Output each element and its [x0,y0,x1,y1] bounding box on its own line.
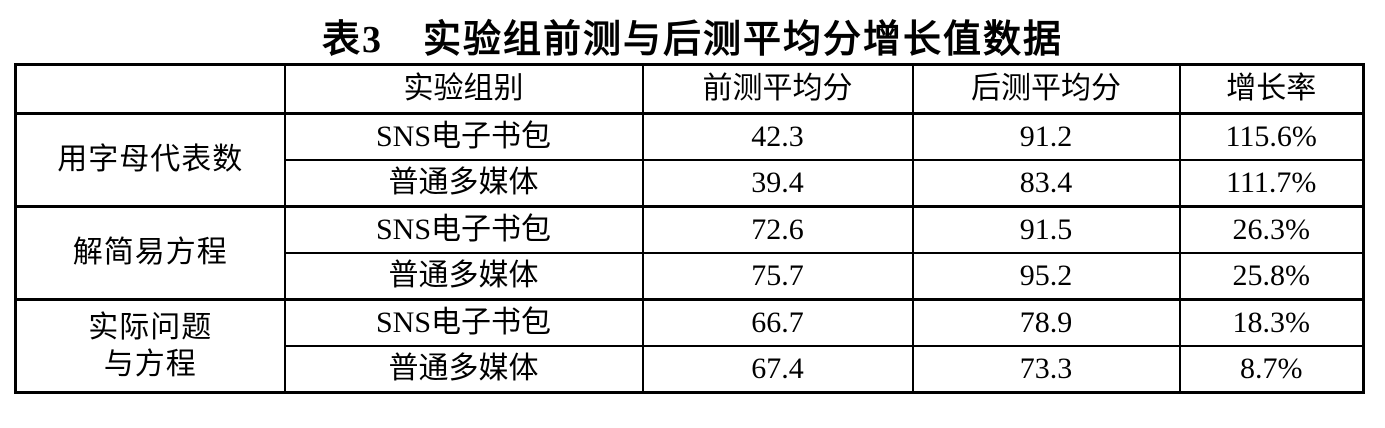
header-cell-row-label [14,63,286,115]
group-label-cell: 用字母代表数 [14,112,286,208]
cell-pretest: 75.7 [641,252,914,301]
cell-group-type: 普通多媒体 [283,159,644,208]
table-row: 普通多媒体 75.7 95.2 25.8% [16,252,1365,301]
cell-group-type: SNS电子书包 [283,112,644,161]
header-cell-group: 实验组别 [283,63,644,115]
header-cell-posttest: 后测平均分 [911,63,1181,115]
table-row: 解简易方程 SNS电子书包 72.6 91.5 26.3% [14,205,1365,301]
group-label-line: 与方程 [103,348,197,381]
group-label-line: 实际问题 [88,310,213,344]
cell-growth: 25.8% [1178,252,1365,301]
cell-growth: 115.6% [1178,112,1365,161]
cell-growth: 8.7% [1178,345,1365,394]
header-cell-pretest: 前测平均分 [641,63,914,115]
cell-group-type: 普通多媒体 [283,252,644,301]
data-table: 实验组别 前测平均分 后测平均分 增长率 用字母代表数 SNS电子书包 42.3… [14,63,1365,394]
group-label-cell: 实际问题 与方程 [14,298,286,394]
group-label-cell: 解简易方程 [14,205,286,301]
cell-posttest: 95.2 [911,252,1181,301]
cell-group-type: 普通多媒体 [283,345,644,394]
cell-posttest: 91.2 [911,112,1181,161]
cell-growth: 26.3% [1178,205,1365,254]
group-label-line: 解简易方程 [72,236,228,270]
cell-pretest: 39.4 [641,159,914,208]
cell-group-type: SNS电子书包 [283,205,644,254]
cell-posttest: 83.4 [911,159,1181,208]
cell-pretest: 42.3 [641,112,914,161]
cell-posttest: 78.9 [911,298,1181,347]
cell-pretest: 72.6 [641,205,914,254]
cell-posttest: 91.5 [911,205,1181,254]
table-row: 用字母代表数 SNS电子书包 42.3 91.2 115.6% [14,112,1365,208]
cell-growth: 18.3% [1178,298,1365,347]
table-row: 普通多媒体 39.4 83.4 111.7% [16,159,1365,208]
cell-pretest: 67.4 [641,345,914,394]
table-title: 表3 实验组前测与后测平均分增长值数据 [321,19,1063,61]
cell-group-type: SNS电子书包 [283,298,644,347]
group-label-line: 用字母代表数 [57,143,244,177]
cell-pretest: 66.7 [641,298,914,347]
header-row: 实验组别 前测平均分 后测平均分 增长率 [14,63,1365,115]
table-row: 普通多媒体 67.4 73.3 8.7% [16,345,1365,394]
header-cell-growth: 增长率 [1178,63,1365,115]
cell-posttest: 73.3 [911,345,1181,394]
table-row: 实际问题 与方程 SNS电子书包 66.7 78.9 18.3% [14,298,1365,394]
cell-growth: 111.7% [1178,159,1365,208]
